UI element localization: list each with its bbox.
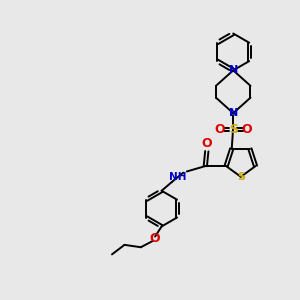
Text: O: O: [202, 137, 212, 150]
Text: S: S: [237, 172, 245, 182]
Text: N: N: [229, 65, 238, 75]
Text: O: O: [150, 232, 160, 245]
Text: O: O: [241, 123, 252, 136]
Text: S: S: [229, 123, 238, 136]
Text: N: N: [229, 108, 238, 118]
Text: O: O: [214, 123, 225, 136]
Text: NH: NH: [169, 172, 186, 182]
